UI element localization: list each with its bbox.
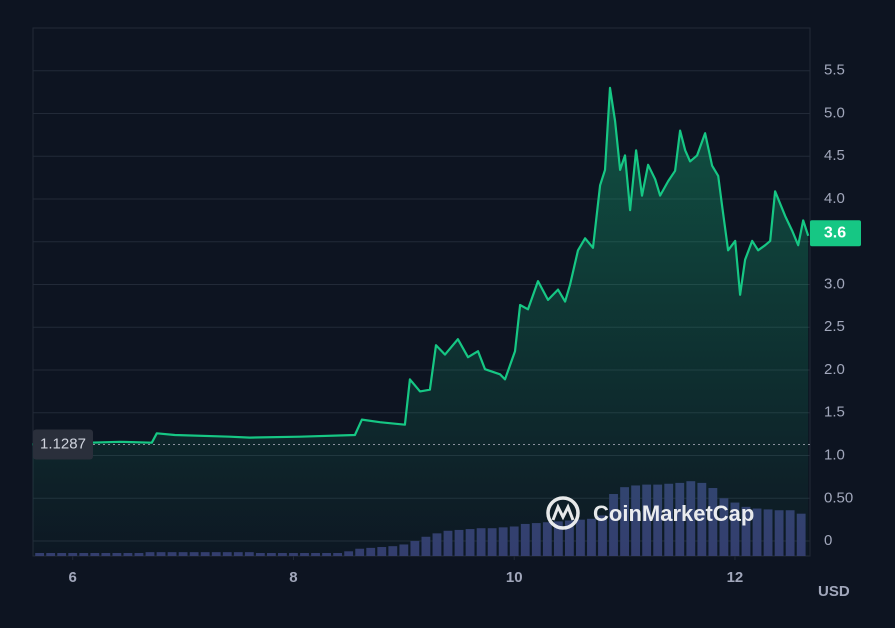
y-tick-label: 5.0: [824, 104, 845, 121]
watermark-logo: [546, 496, 580, 530]
last-price-label: 3.6: [824, 224, 846, 241]
y-tick-label: 4.0: [824, 190, 845, 207]
x-tick-label: 10: [506, 569, 523, 586]
reference-label-box: [33, 429, 93, 460]
y-tick-label: 2.0: [824, 361, 845, 378]
labels: 00.501.01.52.02.53.03.54.04.55.05.568101…: [33, 62, 861, 586]
y-unit: USD: [818, 583, 850, 600]
x-tick-label: 12: [727, 569, 744, 586]
reference-label: 1.1287: [40, 435, 86, 452]
y-tick-label: 5.5: [824, 62, 845, 79]
watermark: CoinMarketCap: [546, 496, 754, 530]
y-tick-label: 0: [824, 532, 832, 549]
y-tick-label: 0.50: [824, 489, 853, 506]
price-area: [32, 87, 809, 557]
y-tick-label: 4.5: [824, 147, 845, 164]
watermark-logo-mark: [551, 503, 575, 521]
y-tick-label: 1.0: [824, 446, 845, 463]
y-tick-label: 3.0: [824, 275, 845, 292]
price-layer: [32, 86, 810, 557]
y-tick-label: 1.5: [824, 404, 845, 421]
watermark-text: CoinMarketCap: [593, 501, 754, 526]
y-tick-label: 2.5: [824, 318, 845, 335]
x-tick-label: 8: [289, 569, 297, 586]
last-price-box: [810, 220, 861, 247]
price-line: [32, 86, 810, 446]
x-tick-label: 6: [69, 569, 77, 586]
